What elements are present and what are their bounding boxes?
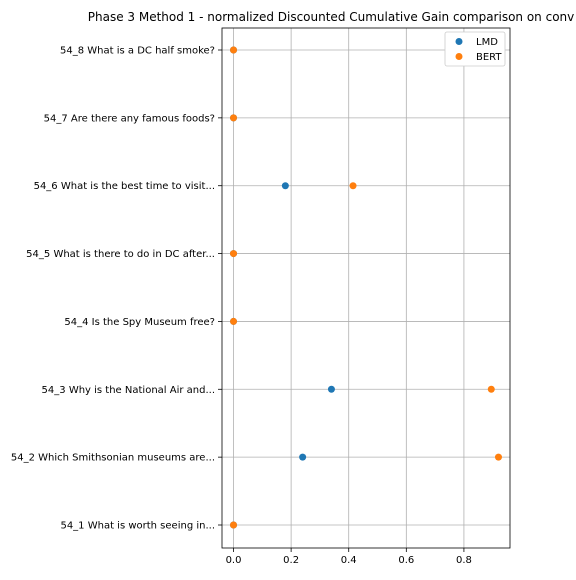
x-tick-label: 0.4 (341, 555, 357, 566)
x-tick-label: 0.6 (398, 555, 414, 566)
point-bert (230, 250, 238, 258)
legend-marker-lmd (455, 38, 463, 45)
point-lmd (327, 385, 335, 393)
y-tick-label: 54_1 What is worth seeing in... (60, 521, 215, 532)
y-tick-label: 54_3 Why is the National Air and... (42, 385, 215, 396)
point-bert (230, 521, 238, 529)
x-tick-label: 0.0 (226, 555, 242, 566)
y-axis-ticks: 54_1 What is worth seeing in... 54_2 Whic… (11, 46, 222, 532)
chart-title: Phase 3 Method 1 - normalized Discounted… (88, 10, 575, 24)
point-bert (230, 317, 238, 325)
x-tick-label: 0.2 (283, 555, 299, 566)
plot-frame (221, 27, 511, 549)
x-axis-ticks: 0.0 0.2 0.4 0.6 0.8 (226, 548, 472, 566)
y-tick-label: 54_6 What is the best time to visit... (34, 181, 215, 192)
point-lmd (299, 453, 307, 461)
point-lmd (281, 182, 289, 190)
grid-lines (222, 28, 510, 548)
legend-label-lmd: LMD (476, 37, 498, 48)
data-points (230, 46, 502, 529)
y-tick-label: 54_8 What is a DC half smoke? (60, 46, 215, 57)
x-tick-label: 0.8 (456, 555, 472, 566)
point-bert (230, 46, 238, 54)
y-tick-label: 54_2 Which Smithsonian museums are... (11, 453, 215, 464)
legend-label-bert: BERT (476, 52, 502, 63)
point-bert (230, 114, 238, 122)
y-tick-label: 54_4 Is the Spy Museum free? (64, 317, 215, 328)
point-bert (487, 385, 495, 393)
point-bert (349, 182, 357, 190)
y-tick-label: 54_5 What is there to do in DC after... (26, 249, 215, 260)
y-tick-label: 54_7 Are there any famous foods? (44, 113, 215, 124)
legend: LMD BERT (444, 31, 506, 67)
legend-marker-bert (455, 53, 463, 60)
point-bert (494, 453, 502, 461)
